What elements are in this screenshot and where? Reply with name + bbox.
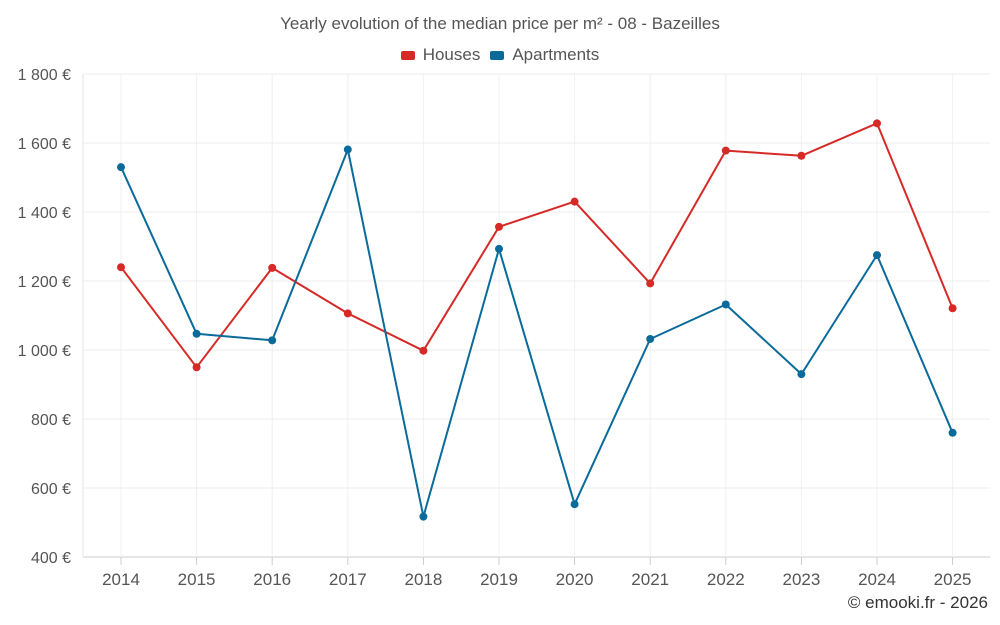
- y-tick-label: 600 €: [31, 481, 71, 498]
- x-tick-label: 2014: [102, 570, 140, 589]
- x-tick-label: 2022: [707, 570, 745, 589]
- data-point-apartments: [268, 336, 277, 345]
- x-tick-label: 2021: [631, 570, 669, 589]
- legend-label-houses: Houses: [422, 45, 481, 64]
- chart-title: Yearly evolution of the median price per…: [280, 14, 720, 33]
- data-point-houses: [419, 346, 428, 355]
- x-tick-label: 2016: [253, 570, 291, 589]
- y-tick-label: 1 600 €: [18, 136, 71, 153]
- data-point-houses: [192, 363, 201, 372]
- x-tick-label: 2020: [556, 570, 594, 589]
- legend-item-apartments[interactable]: Apartments: [490, 45, 599, 65]
- legend: Houses Apartments: [0, 45, 1000, 65]
- data-point-houses: [873, 119, 881, 128]
- series-line-apartments: [120, 148, 954, 518]
- data-point-houses: [570, 197, 579, 206]
- y-tick-label: 400 €: [31, 550, 71, 567]
- y-tick-label: 800 €: [31, 412, 71, 429]
- data-point-houses: [343, 309, 352, 318]
- data-point-apartments: [343, 145, 352, 154]
- data-point-apartments: [419, 512, 428, 521]
- series-line-houses: [120, 122, 954, 369]
- x-tick-label: 2018: [404, 570, 442, 589]
- data-point-apartments: [646, 334, 655, 343]
- data-point-houses: [948, 304, 957, 313]
- legend-swatch-houses: [400, 50, 415, 60]
- y-tick-label: 1 400 €: [18, 205, 71, 222]
- data-point-houses: [268, 263, 277, 272]
- data-point-apartments: [117, 163, 125, 172]
- x-tick-label: 2024: [858, 570, 896, 589]
- x-tick-label: 2015: [178, 570, 216, 589]
- y-tick-label: 1 800 €: [18, 67, 71, 84]
- x-tick-label: 2023: [782, 570, 820, 589]
- data-point-houses: [117, 263, 125, 272]
- data-point-apartments: [873, 251, 881, 260]
- data-point-houses: [721, 146, 730, 155]
- legend-swatch-apartments: [490, 50, 505, 60]
- data-point-houses: [797, 151, 806, 160]
- x-tick-label: 2017: [329, 570, 367, 589]
- legend-item-houses[interactable]: Houses: [400, 45, 481, 65]
- axes: 400 € 600 € 800 € 1 000 € 1 200 € 1 400 € 1 60…: [18, 67, 972, 589]
- x-tick-label: 2019: [480, 570, 518, 589]
- y-tick-label: 1 000 €: [18, 343, 71, 360]
- legend-label-apartments: Apartments: [512, 45, 600, 64]
- credit: © emooki.fr - 2026: [847, 593, 988, 612]
- data-point-apartments: [797, 370, 806, 379]
- grid: [83, 73, 990, 558]
- y-tick-label: 1 200 €: [18, 274, 71, 291]
- data-point-apartments: [948, 428, 957, 437]
- data-point-houses: [495, 222, 503, 231]
- data-point-apartments: [570, 500, 579, 509]
- data-point-apartments: [495, 244, 503, 253]
- series: [117, 119, 957, 521]
- data-point-apartments: [721, 300, 730, 309]
- x-tick-label: 2025: [934, 570, 972, 589]
- data-point-houses: [646, 279, 655, 288]
- data-point-apartments: [192, 329, 201, 338]
